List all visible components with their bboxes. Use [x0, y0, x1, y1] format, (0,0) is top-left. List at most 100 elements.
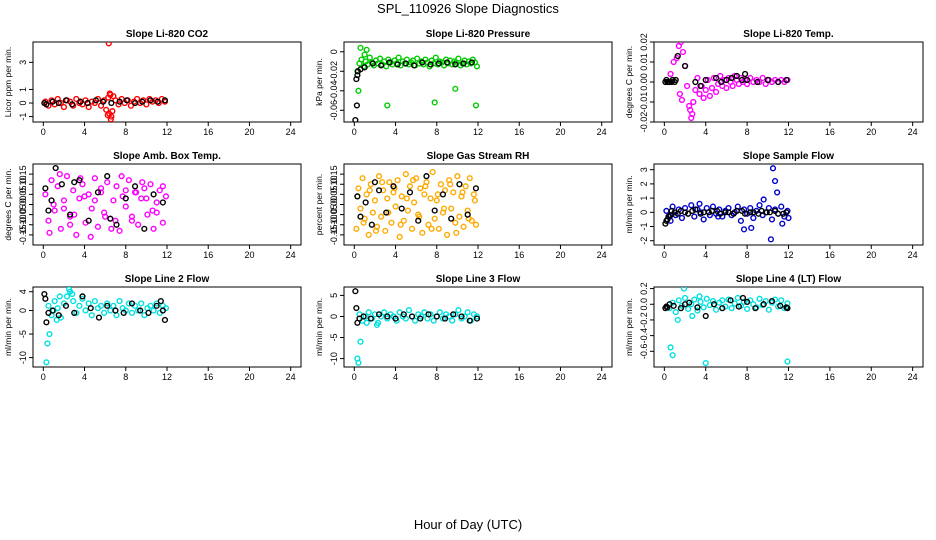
data-point: [432, 54, 439, 61]
data-point: [366, 54, 373, 61]
x-tick-label: 16: [514, 372, 524, 382]
x-tick-label: 20: [866, 127, 876, 137]
data-point: [669, 352, 676, 359]
y-tick-label: 0.01: [639, 53, 649, 71]
data-point: [355, 359, 362, 366]
data-point: [756, 202, 763, 209]
data-point: [690, 98, 697, 106]
x-tick-label: 24: [908, 250, 918, 260]
data-point: [672, 76, 679, 84]
data-point: [685, 305, 692, 313]
data-point: [440, 205, 448, 212]
data-point: [56, 293, 63, 300]
data-point: [87, 305, 94, 312]
y-tick-label: -5: [18, 330, 28, 338]
panel-title: Slope Line 2 Flow: [125, 274, 210, 285]
data-point: [94, 223, 102, 230]
data-point: [669, 299, 676, 306]
data-point: [154, 98, 161, 105]
data-point: [102, 213, 109, 220]
data-point: [427, 61, 434, 68]
data-point: [159, 307, 166, 314]
data-point: [378, 213, 385, 220]
data-point: [433, 197, 440, 204]
data-point: [378, 62, 385, 69]
data-point: [750, 214, 757, 222]
data-point: [103, 106, 110, 113]
data-point: [419, 229, 426, 236]
data-point: [109, 108, 116, 115]
x-tick-label: 4: [703, 250, 708, 260]
data-point: [128, 217, 136, 224]
data-point: [396, 233, 403, 241]
data-point: [464, 207, 471, 214]
data-point: [376, 55, 384, 62]
x-tick-label: 0: [662, 250, 667, 260]
data-points: [662, 165, 792, 243]
data-point: [122, 203, 129, 210]
data-point: [79, 181, 86, 188]
data-point: [702, 312, 709, 320]
data-point: [368, 221, 375, 228]
data-point: [700, 216, 707, 223]
panel-title: Slope Line 3 Flow: [436, 274, 521, 285]
data-point: [671, 209, 678, 216]
x-tick-label: 16: [825, 127, 835, 137]
data-point: [108, 225, 115, 232]
y-tick-label: 0.15: [329, 165, 339, 183]
data-point: [665, 213, 672, 220]
data-point: [143, 101, 150, 108]
data-point: [728, 305, 735, 312]
y-tick-label: 0.02: [639, 33, 649, 51]
y-tick-label: 0.15: [18, 165, 28, 183]
y-tick-label: 0: [329, 49, 339, 54]
data-point: [360, 219, 367, 226]
x-tick-label: 8: [434, 372, 439, 382]
data-point: [714, 207, 721, 214]
data-point: [415, 217, 422, 224]
data-point: [719, 297, 726, 304]
data-points: [662, 287, 791, 367]
x-tick-label: 8: [123, 372, 128, 382]
data-point: [674, 52, 681, 60]
data-point: [381, 309, 388, 316]
plot-frame: [653, 163, 924, 246]
data-point: [722, 303, 729, 310]
data-point: [681, 301, 689, 308]
panel-1: Slope Li-820 CO2 0 4 8 12 16 20 24 -1 0 1 3 Licor pp…: [3, 29, 302, 137]
data-point: [386, 59, 393, 66]
y-tick-label: -0.05: [18, 204, 28, 225]
x-tick-label: 0: [41, 372, 46, 382]
data-point: [678, 214, 686, 222]
data-point: [77, 98, 84, 105]
data-point: [375, 187, 383, 194]
x-tick-label: 0: [352, 372, 357, 382]
data-point: [780, 210, 787, 217]
data-point: [92, 97, 99, 104]
data-point: [452, 311, 459, 318]
data-point: [97, 185, 105, 192]
data-point: [708, 84, 716, 92]
data-point: [60, 197, 68, 204]
data-point: [138, 300, 145, 307]
data-point: [46, 330, 53, 338]
data-point: [70, 187, 77, 194]
data-point: [365, 231, 372, 238]
data-point: [132, 189, 140, 196]
x-tick-label: 16: [514, 250, 524, 260]
data-point: [147, 302, 154, 309]
data-point: [702, 86, 709, 94]
data-point: [88, 312, 95, 319]
data-point: [764, 76, 771, 84]
x-tick-label: 16: [203, 250, 213, 260]
data-point: [417, 185, 424, 192]
data-point: [63, 173, 71, 180]
data-point: [366, 187, 373, 194]
x-tick-label: 24: [597, 372, 607, 382]
y-axis-label: degrees C per min.: [3, 168, 13, 240]
data-point: [466, 175, 473, 182]
data-point: [691, 213, 698, 220]
data-point: [137, 307, 144, 314]
data-point: [405, 307, 413, 314]
